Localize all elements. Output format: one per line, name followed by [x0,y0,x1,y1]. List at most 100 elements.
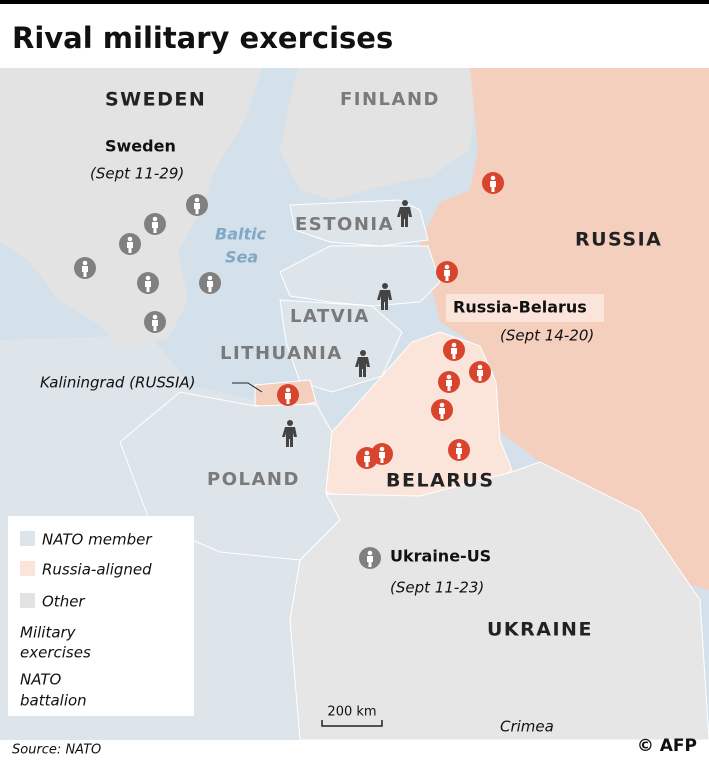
icon-body [379,452,385,463]
icon-head [490,175,496,181]
latvia [279,245,441,307]
exercise-icon [438,371,460,393]
icon-head [446,374,452,380]
exercise-icon [186,194,208,216]
icon-body [490,181,496,192]
icon-body [152,222,158,233]
icon-head [82,260,88,266]
icon-body [439,408,445,419]
icon-body [285,393,291,404]
icon-head [402,200,408,206]
russia [420,68,709,590]
scale-bar [321,720,383,727]
legend-label: NATO [20,671,62,689]
icon-head [451,342,457,348]
exercise-dates: (Sept 11-23) [390,579,484,597]
legend-label: Military [20,624,77,642]
battalion-icon [282,420,297,447]
icon-body [367,556,373,567]
legend-label: NATO member [42,531,152,549]
legend-label: Other [42,593,85,611]
exercise-name: Russia-Belarus [453,298,587,317]
icon-body [152,320,158,331]
country-label: SWEDEN [105,89,206,111]
ukraine [289,461,709,741]
place-label: Crimea [500,718,554,736]
icon-head [360,350,366,356]
exercise-icon [359,547,381,569]
exercise-icon [199,272,221,294]
footer-bg [0,740,709,768]
country-label: BELARUS [386,470,495,492]
legend-swatch [20,561,35,576]
icon-body [451,348,457,359]
icon-head [152,314,158,320]
icon-head [379,446,385,452]
exercise-icon [482,172,504,194]
icon-body [377,290,392,310]
icon-head [439,402,445,408]
place-label: Kaliningrad (RUSSIA) [40,374,195,392]
exercise-icon [469,361,491,383]
icon-body [82,266,88,277]
exercise-icon [371,443,393,465]
icon-body [446,380,452,391]
battalion-icon [377,283,392,310]
icon-body [364,456,370,467]
country-label: ESTONIA [295,214,394,235]
exercise-icon [436,261,458,283]
title: Rival military exercises [12,21,393,55]
sea-label: Sea [225,248,258,267]
icon-head [456,442,462,448]
icon-head [194,197,200,203]
exercise-dates: (Sept 11-29) [90,165,184,183]
map [0,68,709,741]
battalion-icon [397,200,412,227]
label-bg [446,294,604,322]
exercise-icon [431,399,453,421]
icon-head [444,264,450,270]
exercise-icon [137,272,159,294]
exercise-name: Ukraine-US [390,547,491,566]
icon-head [367,550,373,556]
exercise-icon [74,257,96,279]
legend-swatch [20,531,35,546]
country-label: FINLAND [340,89,440,110]
legend-label: Russia-aligned [42,561,152,579]
legend-label: battalion [20,692,87,710]
exercise-icon [144,311,166,333]
country-label: UKRAINE [487,619,593,641]
sea-label: Baltic [215,225,267,244]
icon-body [127,242,133,253]
country-label: POLAND [207,469,300,490]
icon-body [477,370,483,381]
exercise-name: Sweden [105,137,176,156]
icon-head [152,216,158,222]
icon-head [127,236,133,242]
country-label: LITHUANIA [220,343,343,364]
icon-head [477,364,483,370]
icon-body [456,448,462,459]
icon-head [285,387,291,393]
icon-head [287,420,293,426]
exercise-icon [448,439,470,461]
leader-line [232,382,263,393]
icon-body [355,357,370,377]
icon-head [382,283,388,289]
source: Source: NATO [12,743,101,758]
battalion-icon [355,350,370,377]
exercise-icon [144,213,166,235]
icon-body [444,270,450,281]
top-rule [0,0,709,4]
exercise-icon [119,233,141,255]
scandinavia [0,68,262,346]
icon-body [397,207,412,227]
icon-body [207,281,213,292]
exercise-icon [277,384,299,406]
legend: NATO member Russia-aligned Other Militar… [8,516,194,716]
legend-swatch [20,593,35,608]
lithuania [279,299,403,393]
exercise-dates: (Sept 14-20) [500,327,594,345]
country-label: RUSSIA [575,229,662,251]
